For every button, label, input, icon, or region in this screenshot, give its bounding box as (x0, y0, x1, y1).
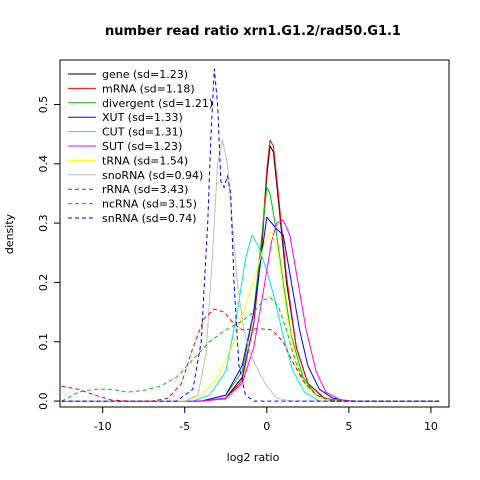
series-line-5 (61, 219, 440, 402)
series-line-1 (61, 139, 440, 402)
legend-entry: rRNA (sd=3.43) (102, 183, 188, 196)
x-tick-label: -5 (179, 420, 190, 433)
legend-entry: tRNA (sd=1.54) (102, 154, 188, 167)
series-line-4 (61, 234, 440, 402)
legend-entry: gene (sd=1.23) (102, 68, 188, 81)
x-tick-label: 0 (263, 420, 270, 433)
legend-entry: divergent (sd=1.21) (102, 97, 213, 110)
legend-entry: snoRNA (sd=0.94) (102, 169, 203, 182)
y-tick-label: 0.4 (37, 155, 50, 173)
y-tick-label: 0.0 (37, 392, 50, 410)
series-line-6 (61, 231, 440, 402)
series-line-3 (61, 216, 440, 402)
y-tick-label: 0.3 (37, 214, 50, 232)
x-tick-label: -10 (94, 420, 112, 433)
y-tick-label: 0.2 (37, 274, 50, 292)
legend: gene (sd=1.23)mRNA (sd=1.18) divergent (s… (68, 68, 213, 225)
legend-entry: CUT (sd=1.31) (102, 126, 183, 139)
series-line-10 (61, 68, 440, 402)
series-line-2 (61, 187, 440, 402)
y-tick-label: 0.5 (37, 96, 50, 114)
y-tick-label: 0.1 (37, 333, 50, 351)
plot-frame (59, 59, 450, 408)
chart-title: number read ratio xrn1.G1.2/rad50.G1.1 (105, 24, 401, 39)
series-line-9 (61, 296, 440, 402)
legend-entry: XUT (sd=1.33) (102, 111, 183, 124)
y-axis-label: density (3, 213, 16, 254)
legend-entry: SUT (sd=1.23) (102, 140, 182, 153)
series-layer (61, 68, 440, 402)
x-axis-label: log2 ratio (227, 451, 280, 464)
axes-layer: -10 -5 0 5 10 0.0 0.1 0.2 0.3 0.4 0.5 (37, 96, 438, 433)
x-tick-label: 5 (345, 420, 352, 433)
legend-entry: ncRNA (sd=3.15) (102, 198, 197, 211)
series-line-8 (61, 308, 440, 402)
legend-entry: mRNA (sd=1.18) (102, 82, 195, 95)
x-tick-label: 10 (424, 420, 438, 433)
legend-entry: snRNA (sd=0.74) (102, 212, 197, 225)
series-line-7 (61, 139, 440, 402)
